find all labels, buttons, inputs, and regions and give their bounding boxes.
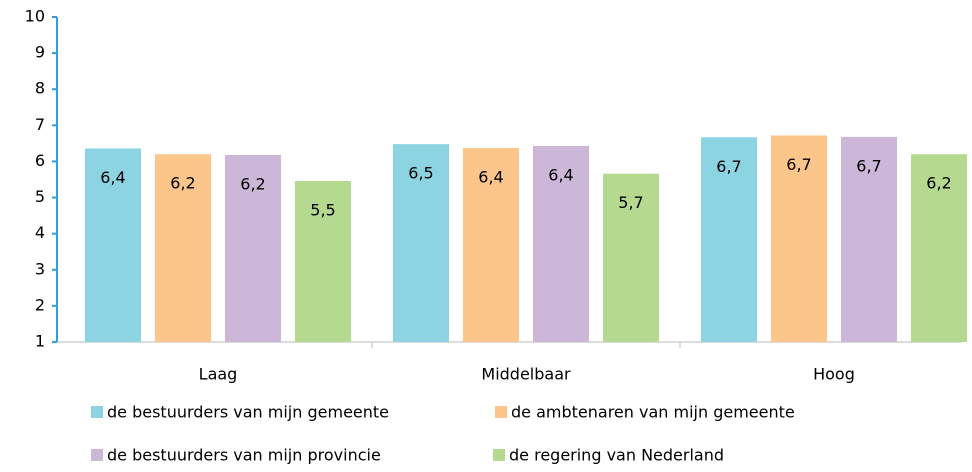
- data-label: 6,7: [786, 155, 811, 174]
- y-tick-label: 8: [35, 79, 45, 98]
- data-label: 6,4: [548, 165, 573, 184]
- legend-swatch: [91, 449, 103, 461]
- y-tick-label: 9: [35, 43, 45, 62]
- bar: [771, 135, 827, 342]
- data-label: 6,7: [856, 156, 881, 175]
- bar: [295, 180, 351, 342]
- legend-label: de ambtenaren van mijn gemeente: [511, 403, 795, 422]
- bar: [701, 137, 757, 342]
- y-tick-label: 7: [35, 115, 45, 134]
- legend-swatch: [91, 406, 103, 418]
- bar: [463, 148, 519, 342]
- bar: [911, 154, 967, 342]
- legend-label: de regering van Nederland: [509, 446, 724, 465]
- data-label: 5,7: [618, 193, 643, 212]
- y-tick-label: 1: [35, 332, 45, 351]
- data-label: 6,2: [240, 174, 265, 193]
- x-tick-label: Middelbaar: [481, 365, 571, 384]
- bar: [225, 154, 281, 342]
- x-tick-label: Hoog: [813, 365, 855, 384]
- legend-label: de bestuurders van mijn provincie: [107, 446, 381, 465]
- y-tick-label: 4: [35, 223, 45, 242]
- legend-label: de bestuurders van mijn gemeente: [107, 403, 389, 422]
- data-label: 5,5: [310, 200, 335, 219]
- y-tick-label: 5: [35, 187, 45, 206]
- bar: [155, 154, 211, 342]
- legend-swatch: [493, 449, 505, 461]
- data-label: 6,7: [716, 157, 741, 176]
- data-label: 6,2: [170, 174, 195, 193]
- x-tick-label: Laag: [199, 365, 238, 384]
- data-label: 6,5: [408, 164, 433, 183]
- bar: [533, 145, 589, 342]
- y-tick-label: 10: [25, 7, 45, 26]
- data-label: 6,4: [478, 168, 503, 187]
- y-tick-label: 6: [35, 151, 45, 170]
- bar: [393, 144, 449, 342]
- y-tick-label: 2: [35, 295, 45, 314]
- bar: [603, 173, 659, 342]
- data-label: 6,2: [926, 174, 951, 193]
- y-tick-label: 3: [35, 259, 45, 278]
- data-label: 6,4: [100, 168, 125, 187]
- legend-swatch: [495, 406, 507, 418]
- bar: [85, 148, 141, 342]
- bar: [841, 136, 897, 342]
